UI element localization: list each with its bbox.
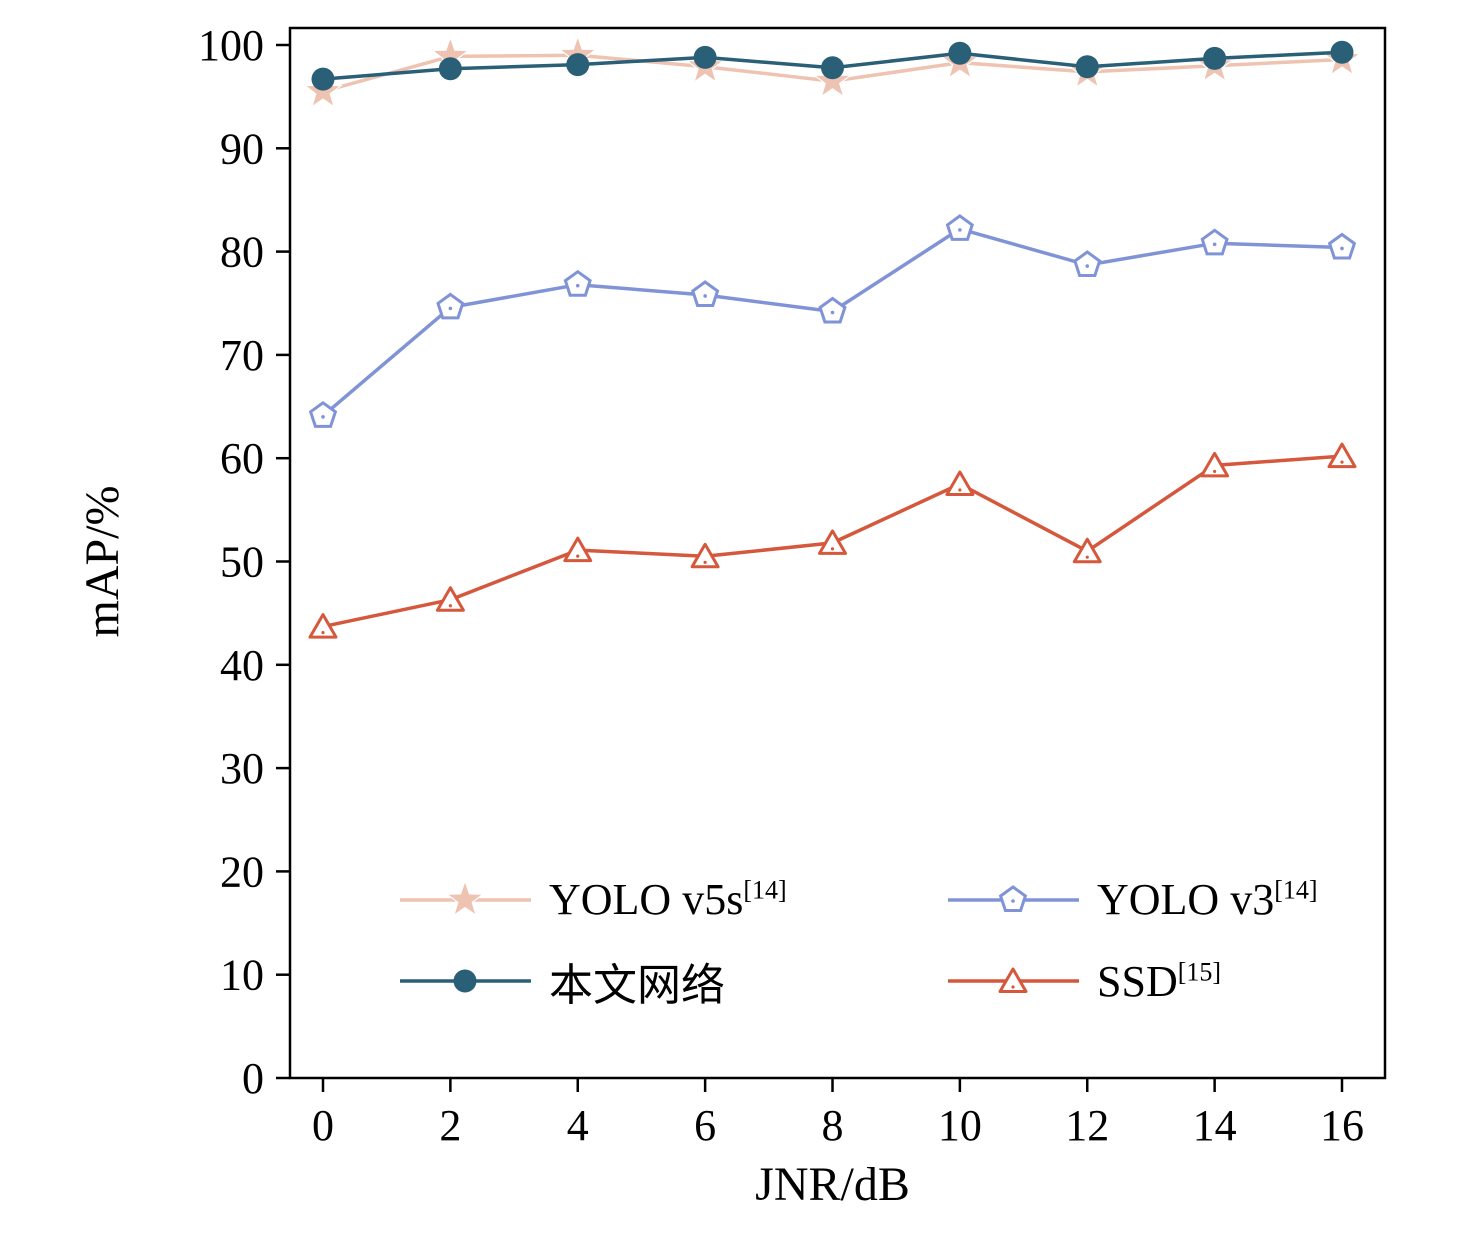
pentagon-marker-icon <box>436 292 465 320</box>
pentagon-marker-icon <box>563 269 592 297</box>
triangle-marker-icon <box>1327 442 1357 469</box>
legend-pentagon-marker-icon <box>948 884 1079 912</box>
x-tick-label: 12 <box>1065 1101 1109 1150</box>
star-marker-icon <box>445 878 485 917</box>
circle-marker-icon <box>453 969 477 993</box>
legend-label-ssd: SSD[15] <box>1097 956 1222 1006</box>
legend-label-yolo-v3: YOLO v3[14] <box>1097 875 1318 924</box>
triangle-marker-icon <box>690 542 720 569</box>
triangle-marker-icon <box>998 967 1028 993</box>
circle-marker-icon <box>566 53 590 77</box>
circle-marker-icon <box>1330 40 1354 64</box>
x-tick-label: 14 <box>1193 1101 1237 1150</box>
y-axis-label: mAP/% <box>76 485 129 637</box>
pentagon-marker-icon <box>308 400 338 428</box>
pentagon-marker-dot <box>1011 898 1015 903</box>
y-tick-label: 30 <box>220 744 264 793</box>
legend-star-marker-icon <box>400 878 531 917</box>
series-2 <box>308 214 1357 428</box>
y-tick-label: 70 <box>220 331 264 380</box>
series-1 <box>311 40 1354 91</box>
x-tick-label: 6 <box>694 1101 716 1150</box>
triangle-marker-icon <box>1200 451 1230 478</box>
pentagon-marker-dot <box>575 283 580 288</box>
pentagon-marker-icon <box>818 296 847 324</box>
pentagon-marker-icon <box>1200 228 1229 256</box>
triangle-marker-icon <box>1072 537 1102 564</box>
pentagon-marker-dot <box>448 306 453 311</box>
y-tick-label: 40 <box>220 641 264 690</box>
x-tick-label: 0 <box>312 1101 334 1150</box>
pentagon-marker-dot <box>1212 242 1217 247</box>
pentagon-marker-icon <box>1327 232 1357 260</box>
triangle-marker-icon <box>818 529 847 555</box>
pentagon-marker-icon <box>998 884 1028 912</box>
pentagon-marker-dot <box>1085 264 1090 268</box>
legend-circle-marker-icon <box>400 969 531 993</box>
legend-item-ssd: SSD[15] <box>946 949 1318 1013</box>
pentagon-marker-dot <box>830 310 835 315</box>
y-tick-label: 90 <box>220 124 264 173</box>
pentagon-marker-icon <box>1073 250 1102 277</box>
pentagon-marker-dot <box>1340 246 1344 251</box>
legend-label-benwen-network: 本文网络 <box>549 961 725 1010</box>
triangle-marker-dot <box>1340 460 1344 464</box>
legend-label-yolo-v5s: YOLO v5s[14] <box>549 875 787 924</box>
circle-marker-icon <box>821 56 844 80</box>
x-axis-label: JNR/dB <box>755 1158 910 1211</box>
y-tick-label: 60 <box>220 434 264 483</box>
y-tick-label: 0 <box>242 1054 264 1103</box>
triangle-marker-icon <box>945 470 975 496</box>
circle-marker-icon <box>1203 46 1227 70</box>
triangle-marker-icon <box>308 613 338 639</box>
triangle-marker-dot <box>958 488 962 492</box>
series-3 <box>308 442 1357 639</box>
x-tick-label: 16 <box>1320 1101 1364 1150</box>
triangle-marker-icon <box>435 586 465 612</box>
y-tick-label: 10 <box>220 951 264 1000</box>
legend-item-benwen-network: 本文网络 <box>398 949 946 1013</box>
chart-legend: YOLO v5s[14] YOLO v3[14] 本文网络 SSD[15] <box>398 874 1318 1013</box>
triangle-marker-icon <box>563 536 593 563</box>
triangle-marker-dot <box>830 547 835 551</box>
pentagon-marker-icon <box>691 280 720 307</box>
y-tick-label: 100 <box>198 21 264 70</box>
y-tick-label: 20 <box>220 847 264 896</box>
circle-marker-icon <box>693 45 717 69</box>
circle-marker-icon <box>311 67 335 91</box>
y-tick-label: 80 <box>220 228 264 277</box>
triangle-marker-dot <box>703 560 707 564</box>
pentagon-marker-icon <box>945 214 974 241</box>
triangle-marker-dot <box>321 630 325 635</box>
pentagon-marker-dot <box>321 415 325 419</box>
x-tick-label: 2 <box>439 1101 461 1150</box>
triangle-marker-dot <box>1085 555 1089 559</box>
legend-item-yolo-v5s: YOLO v5s[14] <box>398 874 946 925</box>
x-tick-label: 8 <box>822 1101 844 1150</box>
plot-frame <box>288 26 1387 1080</box>
circle-marker-icon <box>438 57 462 81</box>
triangle-marker-dot <box>1213 469 1217 474</box>
x-tick-label: 4 <box>567 1101 589 1150</box>
triangle-marker-dot <box>1011 985 1015 989</box>
legend-item-yolo-v3: YOLO v3[14] <box>946 874 1318 925</box>
y-tick-label: 50 <box>220 538 264 587</box>
x-tick-label: 10 <box>938 1101 982 1150</box>
star-marker-icon <box>812 60 853 98</box>
pentagon-marker-dot <box>703 294 707 298</box>
legend-triangle-marker-icon <box>948 967 1079 993</box>
triangle-marker-dot <box>576 554 580 558</box>
triangle-marker-dot <box>448 604 452 608</box>
circle-marker-icon <box>948 41 972 65</box>
circle-marker-icon <box>1075 55 1099 79</box>
pentagon-marker-dot <box>958 228 962 232</box>
